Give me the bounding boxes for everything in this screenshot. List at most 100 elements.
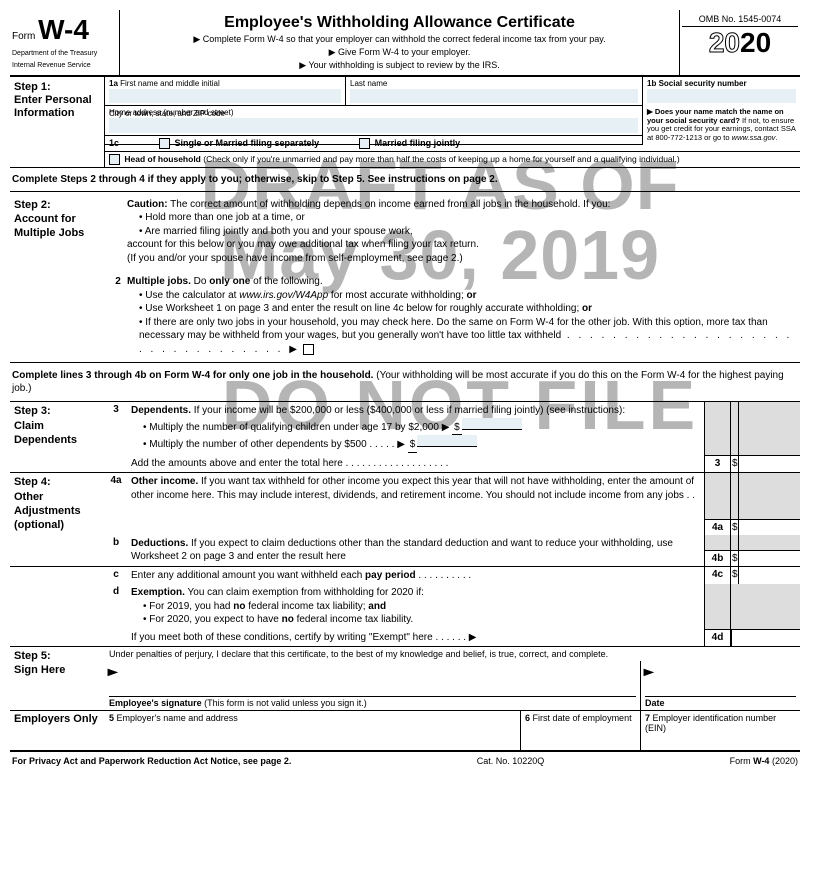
step-3-label: Step 3: Claim Dependents — [10, 402, 105, 455]
other-income-label: Other income. — [131, 476, 198, 487]
ein-label: Employer identification number (EIN) — [645, 713, 776, 733]
dependents-label: Dependents. — [131, 405, 191, 416]
city-input[interactable] — [109, 119, 638, 133]
step-4d-num: d — [105, 584, 127, 629]
multiple-jobs-label: Multiple jobs. — [127, 276, 191, 287]
other-income-text: If you want tax withheld for other incom… — [131, 476, 695, 501]
form-header: Form W-4 Department of the Treasury Inte… — [10, 10, 800, 77]
exemption-text: You can claim exemption from withholding… — [185, 587, 424, 598]
filing-hoh-checkbox[interactable] — [109, 154, 120, 165]
page-footer: For Privacy Act and Paperwork Reduction … — [10, 752, 800, 770]
ssn-label: Social security number — [659, 79, 747, 88]
exempt-bullet-2: For 2020, you expect to have no federal … — [131, 613, 700, 627]
line-3-label: 3 — [705, 456, 731, 473]
line-4b-label: 4b — [705, 551, 731, 566]
instruction-lines-3-4b: Complete lines 3 through 4b on Form W-4 … — [10, 363, 800, 401]
subtitle-3: ▶ Your withholding is subject to review … — [126, 60, 673, 71]
step-2-num: 2 — [109, 275, 127, 356]
caution-bullet-1: Hold more than one job at a time, or — [127, 211, 796, 225]
form-word: Form — [12, 31, 35, 42]
filing-married-label: Married filing jointly — [375, 138, 461, 148]
first-name-input[interactable] — [109, 89, 341, 103]
two-jobs-checkbox[interactable] — [303, 344, 314, 355]
line-4d-value[interactable] — [731, 630, 800, 647]
signature-arrow-icon: ▶ — [107, 667, 118, 678]
catalog-number: Cat. No. 10220Q — [477, 756, 545, 766]
date-line[interactable]: Date — [645, 696, 796, 708]
dep-line-1: Multiply the number of qualifying childr… — [131, 418, 700, 436]
perjury-declaration: Under penalties of perjury, I declare th… — [105, 647, 800, 661]
dependents-text: If your income will be $200,000 or less … — [191, 405, 625, 416]
step-2-label: Step 2: Account for Multiple Jobs — [10, 196, 105, 359]
date-arrow-icon: ▶ — [643, 667, 654, 678]
line-4d-label: 4d — [705, 630, 731, 647]
form-code: W-4 — [38, 14, 89, 45]
department: Department of the Treasury — [12, 50, 117, 58]
line-4a-label: 4a — [705, 520, 731, 535]
field-1b-num: 1b — [647, 79, 656, 88]
step-1-label: Step 1: Enter Personal Information — [10, 77, 105, 167]
step-5-label: Step 5: Sign Here — [10, 647, 105, 710]
form-title: Employee's Withholding Allowance Certifi… — [126, 14, 673, 32]
step-2: Step 2: Account for Multiple Jobs Cautio… — [10, 191, 800, 364]
last-name-input[interactable] — [350, 89, 638, 103]
form-footer: Form W-4 (2020) — [730, 756, 798, 766]
step-3-num: 3 — [105, 402, 127, 455]
city-label: City or town, state, and ZIP code — [109, 109, 225, 118]
irs-service: Internal Revenue Service — [12, 62, 117, 70]
step-4-label: Step 4: Other Adjustments (optional) — [10, 473, 105, 534]
line-4a-amount[interactable] — [739, 520, 800, 535]
step-3: Step 3: Claim Dependents 3 Dependents. I… — [10, 401, 800, 455]
caution-bullet-2: Are married filing jointly and both you … — [127, 225, 796, 239]
line-4b-amount[interactable] — [739, 551, 800, 566]
caution-text: The correct amount of withholding depend… — [168, 199, 611, 210]
field-1a-label: First name and middle initial — [120, 79, 220, 88]
step-4d-certify: If you meet both of these conditions, ce… — [10, 629, 800, 647]
line-3-amount[interactable] — [739, 456, 800, 473]
privacy-notice: For Privacy Act and Paperwork Reduction … — [12, 756, 291, 766]
ssn-input[interactable] — [647, 89, 796, 103]
step-3-total-row: Add the amounts above and enter the tota… — [10, 455, 800, 473]
signature-line[interactable]: Employee's signature (This form is not v… — [109, 696, 636, 708]
dep-line-2: Multiply the number of other dependents … — [131, 435, 700, 453]
field-1a-num: 1a — [109, 79, 118, 88]
deductions-label: Deductions. — [131, 538, 188, 549]
deductions-text: If you expect to claim deductions other … — [131, 538, 673, 563]
other-dependents-amount[interactable] — [417, 435, 477, 447]
mult-bullet-1: Use the calculator at www.irs.gov/W4App … — [127, 289, 796, 303]
exempt-certify-text: If you meet both of these conditions, ce… — [127, 629, 704, 647]
instruction-steps-2-4: Complete Steps 2 through 4 if they apply… — [10, 168, 800, 191]
filing-married-checkbox[interactable] — [359, 138, 370, 149]
step-4a-num: 4a — [105, 473, 127, 534]
caution-line-4: (If you and/or your spouse have income f… — [127, 252, 796, 266]
line-3-dollar: $ — [731, 456, 739, 473]
field-1c-num: 1c — [109, 138, 119, 148]
qualifying-children-amount[interactable] — [462, 418, 522, 430]
first-date-label: First date of employment — [533, 713, 632, 723]
subtitle-1: ▶ Complete Form W-4 so that your employe… — [126, 34, 673, 45]
step-4c: c Enter any additional amount you want w… — [10, 566, 800, 585]
subtitle-2: ▶ Give Form W-4 to your employer. — [126, 47, 673, 58]
step-5: Step 5: Sign Here Under penalties of per… — [10, 646, 800, 710]
step-4b: b Deductions. If you expect to claim ded… — [10, 535, 800, 566]
step-4b-num: b — [105, 535, 127, 566]
filing-single-checkbox[interactable] — [159, 138, 170, 149]
step-4a: Step 4: Other Adjustments (optional) 4a … — [10, 472, 800, 534]
step-1: Step 1: Enter Personal Information 1a Fi… — [10, 77, 800, 168]
exemption-label: Exemption. — [131, 587, 185, 598]
last-name-label: Last name — [350, 79, 387, 88]
employers-label: Employers Only — [10, 711, 105, 750]
dep-total-text: Add the amounts above and enter the tota… — [127, 455, 704, 473]
line-4c-label: 4c — [705, 567, 731, 585]
filing-single-label: Single or Married filing separately — [175, 138, 320, 148]
employers-only: Employers Only 5 Employer's name and add… — [10, 710, 800, 752]
multiple-jobs-text: Do only one of the following. — [191, 276, 323, 287]
caution-line-3: account for this below or you may owe ad… — [127, 238, 796, 252]
tax-year: 2020 — [682, 27, 798, 59]
step-4c-num: c — [105, 567, 127, 585]
caution-label: Caution: — [127, 199, 168, 210]
step-4d: d Exemption. You can claim exemption fro… — [10, 584, 800, 629]
hoh-note: (Check only if you're unmarried and pay … — [203, 154, 679, 164]
line-4c-amount[interactable] — [739, 567, 800, 585]
exempt-bullet-1: For 2019, you had no federal income tax … — [131, 600, 700, 614]
